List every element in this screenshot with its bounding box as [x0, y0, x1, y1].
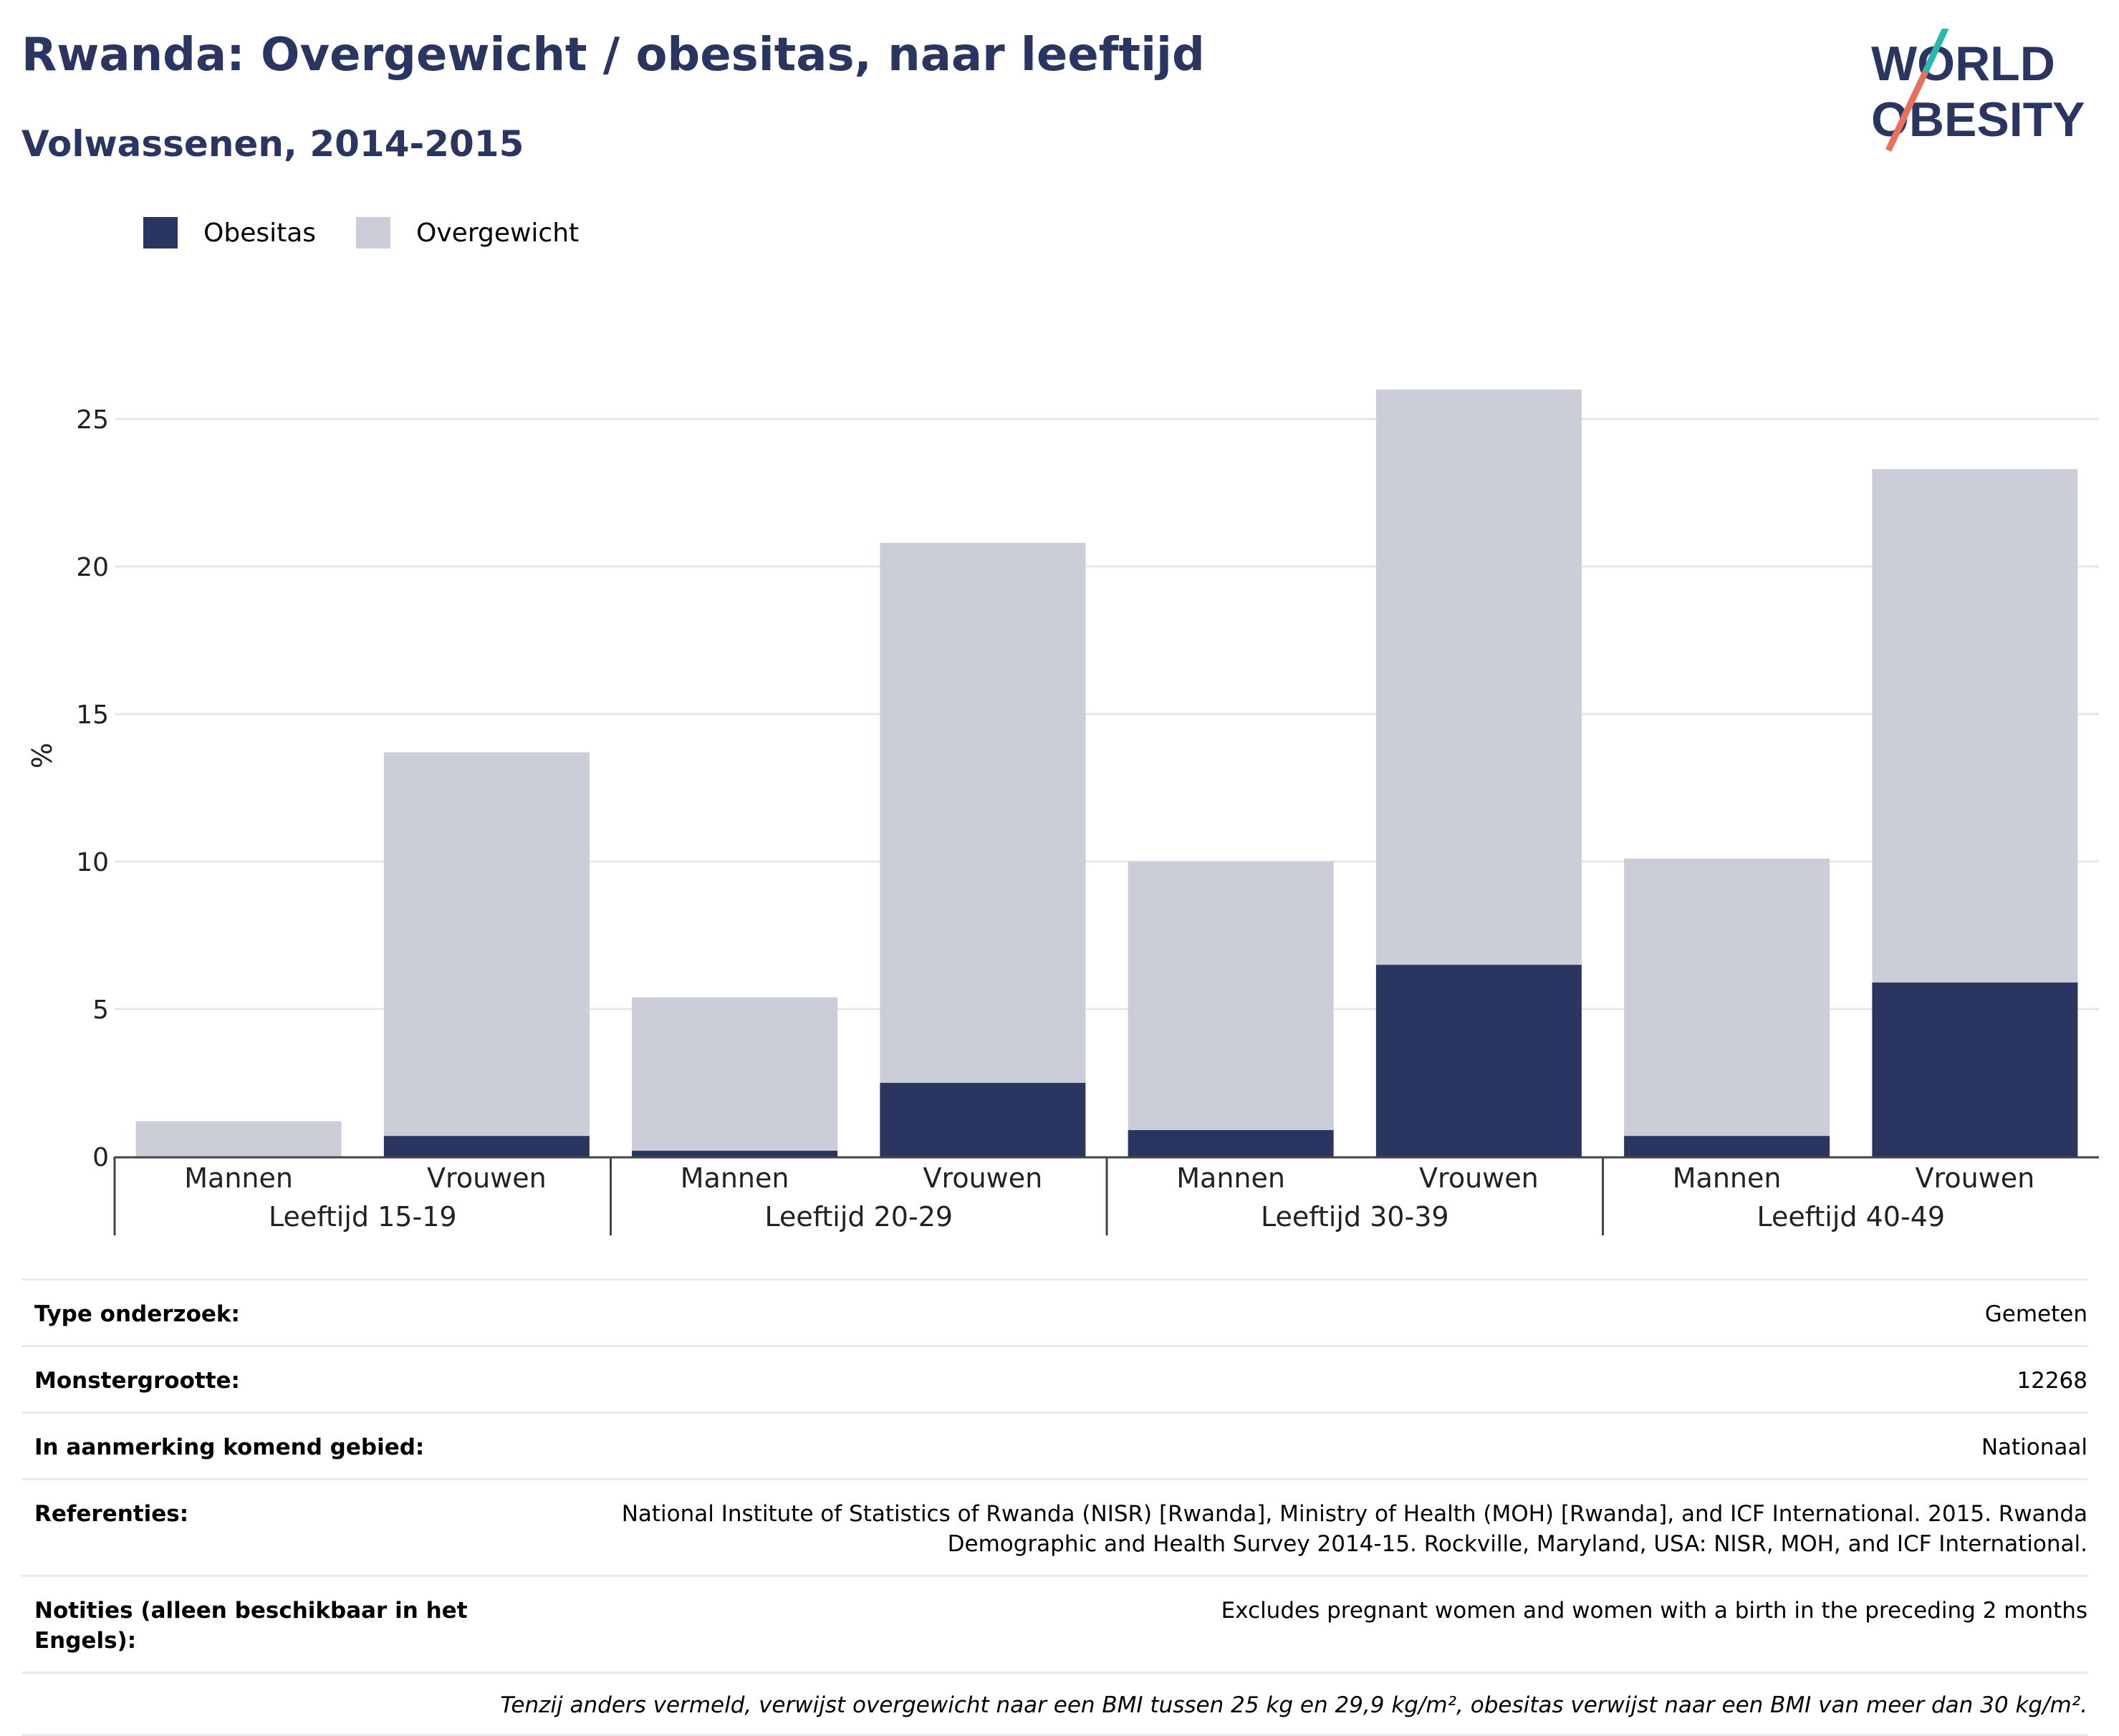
logo-slash-coral: [1885, 70, 1929, 152]
logo-line-2: OBESITY: [1871, 92, 2085, 147]
x-category-label: Vrouwen: [427, 1162, 547, 1194]
info-row-notes: Notities (alleen beschikbaar in het Enge…: [21, 1575, 2087, 1672]
info-row-type: Type onderzoek: Gemeten: [21, 1278, 2087, 1345]
legend-item-obesitas: Obesitas: [143, 217, 316, 249]
legend-label-overgewicht: Overgewicht: [416, 218, 580, 248]
info-row-area: In aanmerking komend gebied: Nationaal: [21, 1412, 2087, 1478]
bar-overgewicht: [632, 997, 838, 1151]
info-key: Referenties:: [34, 1501, 189, 1527]
y-tick-label: 15: [76, 700, 109, 730]
x-category-label: Mannen: [681, 1162, 789, 1194]
legend-label-obesitas: Obesitas: [203, 218, 317, 248]
legend: Obesitas Overgewicht: [143, 215, 619, 251]
bar-overgewicht: [1375, 389, 1582, 965]
world-obesity-logo: WORLD OBESITY: [1871, 29, 2085, 152]
bar-obesitas: [383, 1136, 590, 1157]
bar-obesitas: [1624, 1136, 1830, 1157]
x-category-label: Mannen: [1176, 1162, 1285, 1194]
bar-overgewicht: [1128, 862, 1334, 1130]
y-tick-label: 5: [92, 995, 109, 1025]
x-category-label: Vrouwen: [1916, 1162, 2035, 1194]
y-tick-label: 25: [76, 405, 109, 435]
x-group-label: Leeftijd 40-49: [1757, 1201, 1945, 1233]
bar-overgewicht: [880, 543, 1086, 1083]
x-category-label: Mannen: [184, 1162, 293, 1194]
info-value: Nationaal: [1981, 1434, 2087, 1460]
info-value: National Institute of Statistics of Rwan…: [621, 1501, 2087, 1557]
bar-obesitas: [1375, 965, 1582, 1157]
info-row-sample-size: Monstergrootte: 12268: [21, 1345, 2087, 1412]
info-value: Excludes pregnant women and women with a…: [1221, 1598, 2087, 1624]
y-tick-label: 0: [92, 1143, 109, 1172]
bar-overgewicht: [135, 1121, 342, 1157]
legend-swatch-obesitas: [143, 217, 178, 249]
legend-item-overgewicht: Overgewicht: [356, 217, 579, 249]
info-key: Notities (alleen beschikbaar in het Enge…: [34, 1598, 468, 1654]
x-category-label: Vrouwen: [1419, 1162, 1539, 1194]
bar-overgewicht: [1872, 469, 2078, 983]
bar-obesitas: [1872, 982, 2078, 1157]
bar-obesitas: [632, 1150, 838, 1157]
x-group-label: Leeftijd 15-19: [269, 1201, 457, 1233]
bar-overgewicht: [383, 752, 590, 1137]
chart-subtitle: Volwassenen, 2014-2015: [21, 123, 524, 165]
y-tick-label: 20: [76, 553, 109, 582]
footnote: Tenzij anders vermeld, verwijst overgewi…: [21, 1672, 2087, 1736]
info-value: 12268: [2017, 1368, 2087, 1394]
chart-title: Rwanda: Overgewicht / obesitas, naar lee…: [21, 29, 1205, 82]
info-table: Type onderzoek: Gemeten Monstergrootte: …: [21, 1278, 2087, 1736]
stacked-bar-chart: 0 5 10 15 20 25% Mannen Vrouwen Mannen Vrouwen Man…: [27, 389, 2099, 1235]
legend-swatch-overgewicht: [356, 217, 391, 249]
y-tick-label: 10: [76, 848, 109, 877]
info-value: Gemeten: [1984, 1301, 2087, 1327]
x-category-label: Vrouwen: [923, 1162, 1043, 1194]
y-axis-label: %: [27, 743, 58, 768]
logo-line-1: WORLD: [1871, 37, 2055, 91]
logo-slash-teal: [1922, 29, 1949, 73]
x-category-label: Mannen: [1673, 1162, 1782, 1194]
info-key: Monstergrootte:: [34, 1368, 240, 1394]
info-row-references: Referenties: National Institute of Stati…: [21, 1478, 2087, 1575]
x-group-label: Leeftijd 30-39: [1261, 1201, 1449, 1233]
info-key: Type onderzoek:: [34, 1301, 240, 1327]
info-key: In aanmerking komend gebied:: [34, 1434, 425, 1460]
bar-obesitas: [1128, 1129, 1334, 1157]
bar-obesitas: [880, 1083, 1086, 1157]
x-group-label: Leeftijd 20-29: [764, 1201, 953, 1233]
bar-overgewicht: [1624, 858, 1830, 1137]
